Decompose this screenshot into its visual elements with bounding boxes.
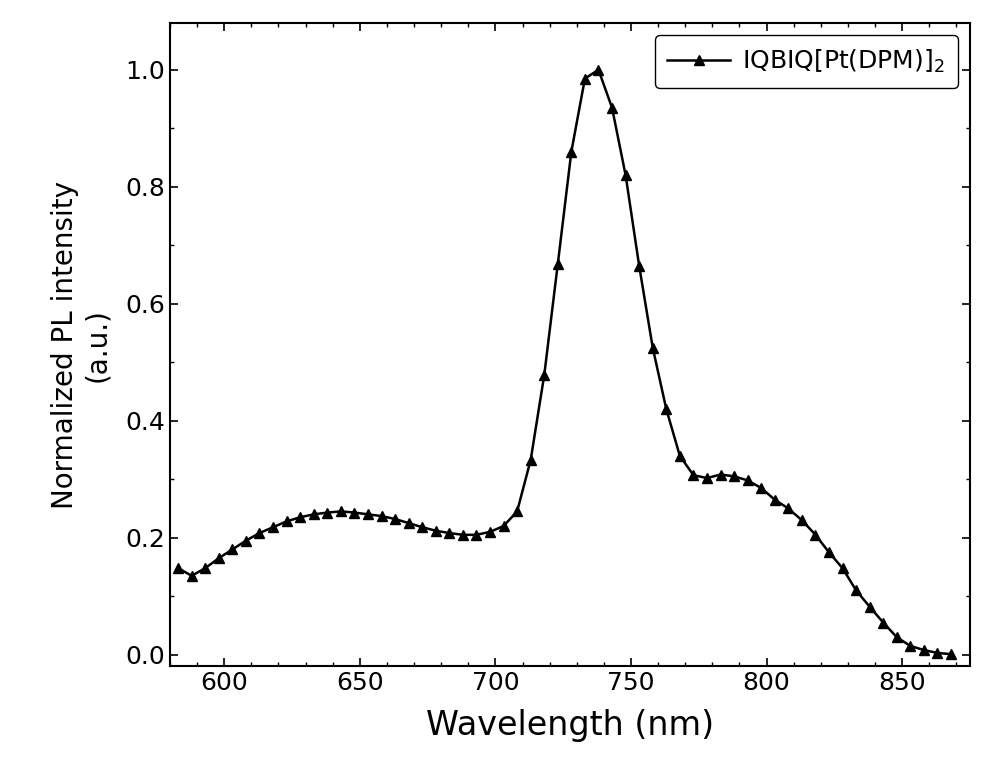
IQBIQ[Pt(DPM)]$_2$ xyxy=(592,65,604,74)
IQBIQ[Pt(DPM)]$_2$ xyxy=(755,483,767,493)
X-axis label: Wavelength (nm): Wavelength (nm) xyxy=(426,709,714,742)
IQBIQ[Pt(DPM)]$_2$ xyxy=(362,509,374,519)
IQBIQ[Pt(DPM)]$_2$ xyxy=(348,508,360,517)
Line: IQBIQ[Pt(DPM)]$_2$: IQBIQ[Pt(DPM)]$_2$ xyxy=(173,65,956,659)
IQBIQ[Pt(DPM)]$_2$ xyxy=(918,646,930,655)
IQBIQ[Pt(DPM)]$_2$ xyxy=(837,564,849,573)
IQBIQ[Pt(DPM)]$_2$ xyxy=(172,564,184,573)
Y-axis label: Normalized PL intensity
(a.u.): Normalized PL intensity (a.u.) xyxy=(51,181,111,509)
IQBIQ[Pt(DPM)]$_2$ xyxy=(945,650,957,659)
Legend: IQBIQ[Pt(DPM)]$_2$: IQBIQ[Pt(DPM)]$_2$ xyxy=(655,35,958,87)
IQBIQ[Pt(DPM)]$_2$ xyxy=(701,473,713,483)
